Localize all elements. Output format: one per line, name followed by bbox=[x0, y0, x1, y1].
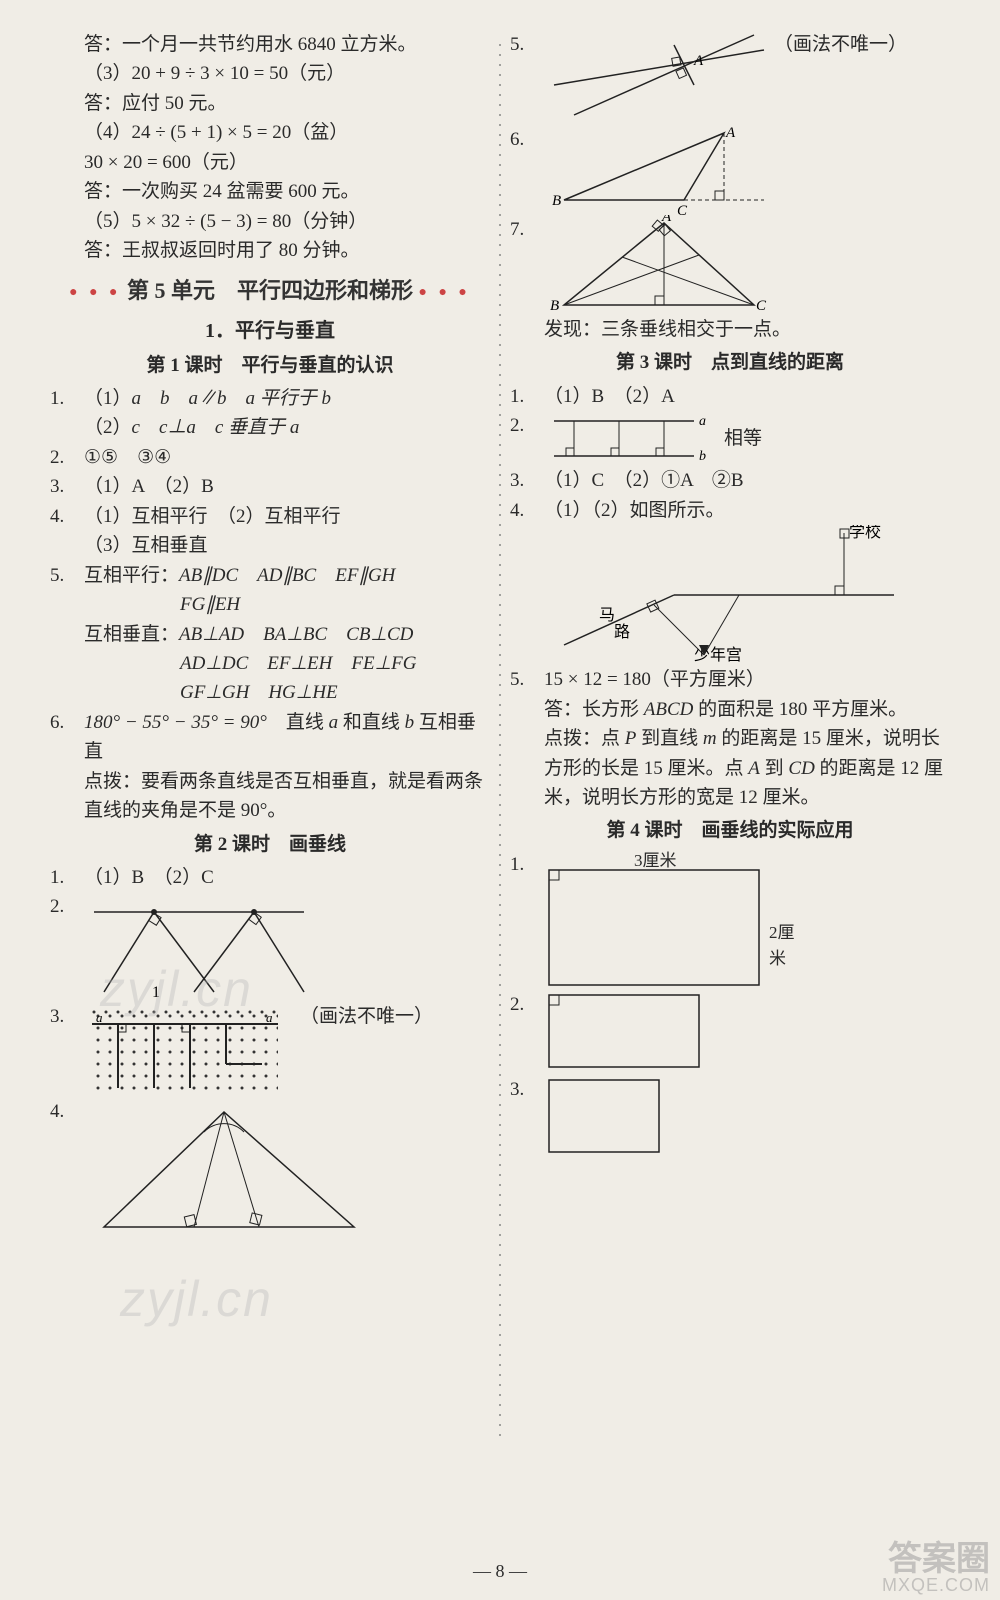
svg-text:B: B bbox=[552, 193, 561, 209]
svg-text:A: A bbox=[661, 215, 672, 225]
answer-text: 互相平行：AB∥DC AD∥BC EF∥GH bbox=[84, 561, 395, 590]
figure-triangle-height: A B C bbox=[544, 125, 794, 215]
item-number: 1. bbox=[50, 384, 84, 413]
svg-text:a: a bbox=[266, 1010, 273, 1025]
item-number: 3. bbox=[510, 1075, 544, 1104]
equation-line: （5）5 × 32 ÷ (5 − 3) = 80（分钟） bbox=[50, 207, 490, 236]
svg-text:学校: 学校 bbox=[849, 525, 881, 541]
answer-text: （2）c c⊥a c 垂直于 a bbox=[50, 413, 490, 442]
dot-decor: ● ● ● bbox=[69, 285, 121, 300]
item-number: 3. bbox=[50, 472, 84, 501]
svg-text:1: 1 bbox=[152, 984, 160, 1001]
finding-text: 发现：三条垂线相交于一点。 bbox=[510, 315, 950, 344]
unit-title: 第 5 单元 平行四边形和梯形 bbox=[127, 278, 413, 303]
section-heading: 1．平行与垂直 bbox=[50, 316, 490, 347]
answer-text: 互相垂直：AB⊥AD BA⊥BC CB⊥CD bbox=[50, 620, 490, 649]
item-number: 3. bbox=[510, 466, 544, 495]
item-number: 5. bbox=[50, 561, 84, 590]
lesson-heading: 第 2 课时 画垂线 bbox=[50, 830, 490, 859]
item-number: 2. bbox=[510, 411, 544, 440]
figure-road-map: 学校 马 路 少年宫 bbox=[544, 525, 904, 665]
item-number: 1. bbox=[510, 382, 544, 411]
equation-line: 30 × 20 = 600（元） bbox=[50, 148, 490, 177]
answer-text: （3）互相垂直 bbox=[50, 531, 490, 560]
equation-line: 15 × 12 = 180（平方厘米） bbox=[544, 665, 765, 694]
figure-perpendicular-lines: 1 bbox=[84, 892, 364, 1002]
svg-text:C: C bbox=[677, 203, 688, 215]
item-number: 6. bbox=[510, 125, 544, 154]
item-number: 1. bbox=[50, 863, 84, 892]
svg-text:b: b bbox=[699, 449, 706, 464]
answer-text: ①⑤ ③④ bbox=[84, 443, 171, 472]
answer-line: 答：长方形 ABCD 的面积是 180 平方厘米。 bbox=[510, 695, 950, 724]
figure-rectangle bbox=[544, 1075, 674, 1160]
answer-text: （1）a b a∥b a 平行于 b bbox=[84, 384, 331, 413]
item-number: 5. bbox=[510, 665, 544, 694]
answer-line: 答：王叔叔返回时用了 80 分钟。 bbox=[50, 236, 490, 265]
svg-text:A: A bbox=[693, 53, 704, 69]
item-number: 6. bbox=[50, 708, 84, 737]
svg-text:a: a bbox=[96, 1010, 103, 1025]
figure-dot-grid: a a bbox=[84, 1002, 294, 1097]
hint-text: 点拨：点 P 到直线 m 的距离是 15 厘米，说明长方形的长是 15 厘米。点… bbox=[510, 724, 950, 812]
equation-line: （4）24 ÷ (5 + 1) × 5 = 20（盆） bbox=[50, 118, 490, 147]
unit-heading: ● ● ● 第 5 单元 平行四边形和梯形 ● ● ● bbox=[50, 274, 490, 308]
answer-line: 答：一个月一共节约用水 6840 立方米。 bbox=[50, 30, 490, 59]
figure-triangle-altitudes: A B C bbox=[544, 215, 794, 315]
answer-text: （1）C （2）①A ②B bbox=[544, 466, 744, 495]
answer-text: FG∥EH bbox=[50, 590, 490, 619]
dot-decor: ● ● ● bbox=[419, 285, 471, 300]
figure-note: （画法不唯一） bbox=[774, 30, 907, 59]
svg-text:马: 马 bbox=[599, 606, 615, 624]
right-column: 5. A （画法不唯一） 6. A B C 7. bbox=[510, 30, 950, 1440]
answer-text: （1）B （2）A bbox=[544, 382, 675, 411]
figure-rectangle: 3厘米 2厘米 bbox=[544, 850, 804, 990]
answer-text: AD⊥DC EF⊥EH FE⊥FG bbox=[50, 649, 490, 678]
page-number: — 8 — bbox=[0, 1561, 1000, 1582]
answer-text: （1）（2）如图所示。 bbox=[544, 496, 725, 525]
answer-text: 相等 bbox=[724, 424, 762, 453]
figure-parallel-distance: a b bbox=[544, 411, 714, 466]
column-divider: document.write(Array(140).fill('<div cla… bbox=[490, 30, 510, 1440]
answer-line: 答：一次购买 24 盆需要 600 元。 bbox=[50, 177, 490, 206]
item-number: 1. bbox=[510, 850, 544, 879]
figure-rectangle bbox=[544, 990, 714, 1075]
answer-text: （1）互相平行 （2）互相平行 bbox=[84, 502, 341, 531]
equation-line: （3）20 + 9 ÷ 3 × 10 = 50（元） bbox=[50, 59, 490, 88]
item-number: 7. bbox=[510, 215, 544, 244]
lesson-heading: 第 3 课时 点到直线的距离 bbox=[510, 348, 950, 377]
hint-text: 点拨：要看两条直线是否互相垂直，就是看两条直线的夹角是不是 90°。 bbox=[50, 767, 490, 826]
answer-line: 答：应付 50 元。 bbox=[50, 89, 490, 118]
svg-text:C: C bbox=[756, 298, 767, 314]
answer-text: GF⊥GH HG⊥HE bbox=[50, 678, 490, 707]
item-number: 5. bbox=[510, 30, 544, 59]
figure-triangle-angles bbox=[84, 1097, 364, 1237]
svg-text:路: 路 bbox=[614, 623, 630, 641]
item-number: 2. bbox=[510, 990, 544, 1019]
answer-text: 180° − 55° − 35° = 90° 直线 a 和直线 b 互相垂直 bbox=[84, 708, 490, 767]
answer-text: （1）B （2）C bbox=[84, 863, 214, 892]
svg-text:B: B bbox=[550, 298, 559, 314]
item-number: 3. bbox=[50, 1002, 84, 1031]
item-number: 4. bbox=[510, 496, 544, 525]
item-number: 2. bbox=[50, 892, 84, 921]
lesson-heading: 第 4 课时 画垂线的实际应用 bbox=[510, 816, 950, 845]
answer-text: （1）A （2）B bbox=[84, 472, 214, 501]
figure-crossing-lines: A bbox=[544, 30, 774, 125]
lesson-heading: 第 1 课时 平行与垂直的认识 bbox=[50, 351, 490, 380]
svg-text:A: A bbox=[725, 125, 736, 141]
left-column: 答：一个月一共节约用水 6840 立方米。 （3）20 + 9 ÷ 3 × 10… bbox=[50, 30, 490, 1440]
item-number: 4. bbox=[50, 502, 84, 531]
svg-text:a: a bbox=[699, 414, 706, 429]
item-number: 4. bbox=[50, 1097, 84, 1126]
figure-note: （画法不唯一） bbox=[300, 1002, 433, 1031]
item-number: 2. bbox=[50, 443, 84, 472]
